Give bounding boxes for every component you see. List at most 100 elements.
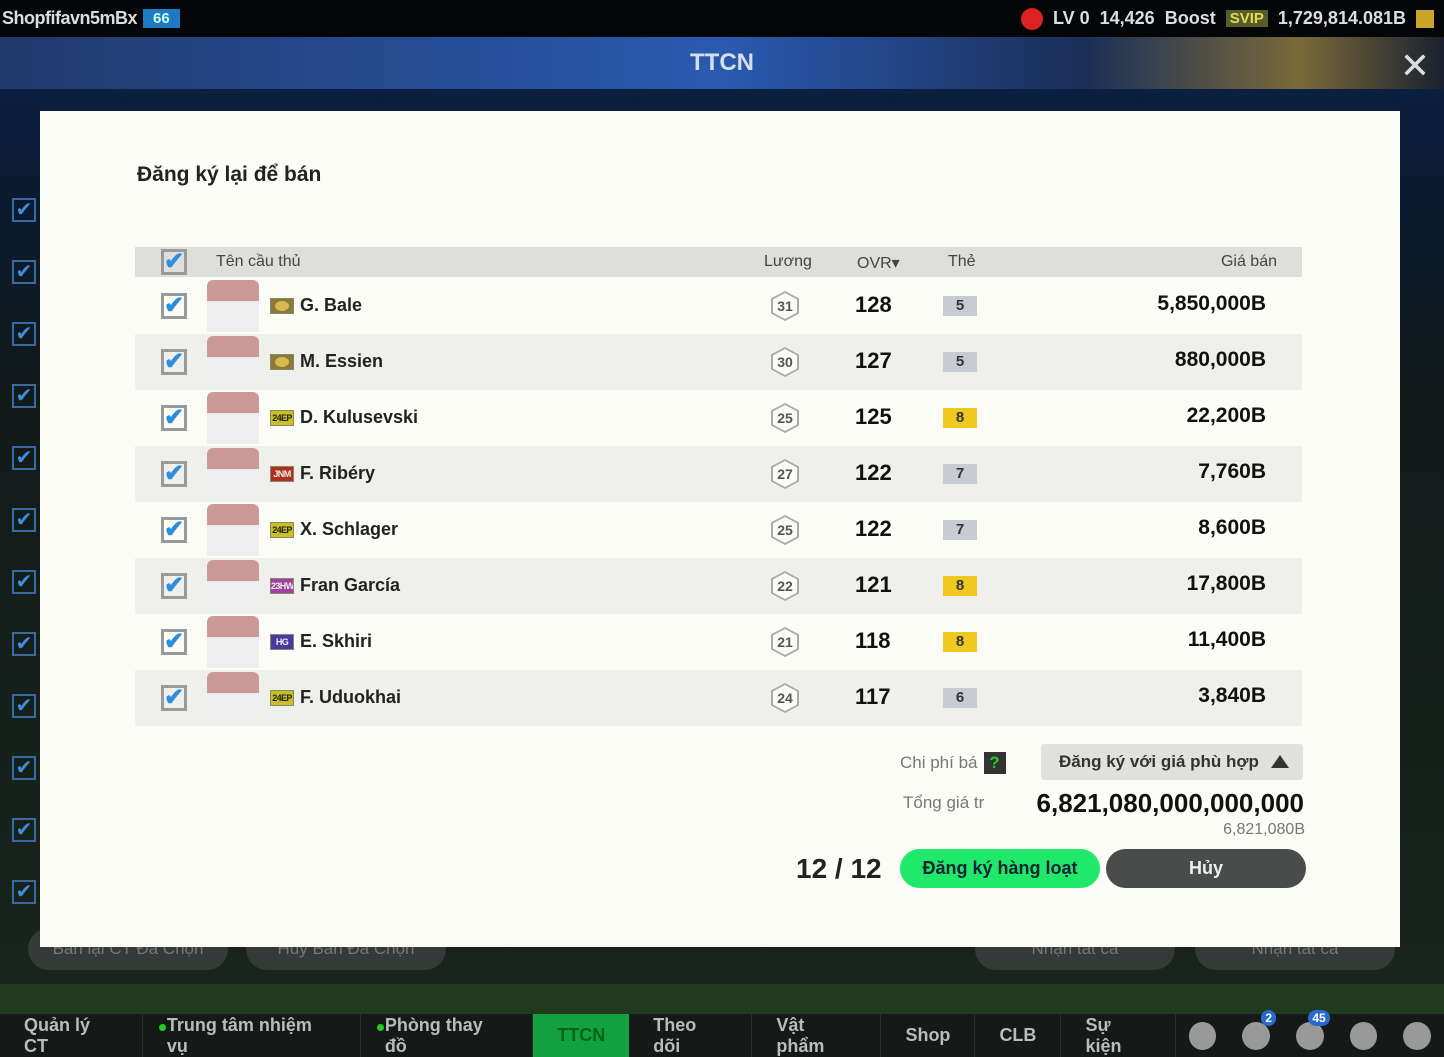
- salary-value: 25: [773, 517, 797, 543]
- settings-icon[interactable]: [1403, 1021, 1431, 1050]
- coin-icon: [1416, 9, 1434, 28]
- row-checkbox[interactable]: ✔: [161, 629, 187, 655]
- level-badge: 66: [143, 9, 180, 28]
- page-title: TTCN: [690, 49, 754, 76]
- nav-item[interactable]: TTCN: [533, 1014, 630, 1057]
- cancel-button[interactable]: Hủy: [1106, 849, 1306, 888]
- player-name[interactable]: G. Bale: [300, 295, 363, 315]
- bell-icon[interactable]: 45: [1296, 1009, 1330, 1050]
- level-up-icon[interactable]: 2: [1242, 1009, 1277, 1050]
- triangle-up-icon: [1271, 755, 1289, 768]
- nav-label: Trung tâm nhiệm vụ: [166, 1014, 312, 1056]
- dialog-title: Đăng ký lại để bán: [137, 163, 322, 186]
- background-checkbox: ✔: [12, 570, 36, 594]
- col-price: Giá bán: [1220, 253, 1277, 270]
- row-checkbox[interactable]: ✔: [161, 461, 187, 487]
- season-badge: 24EP: [270, 690, 294, 706]
- nav-label: Phòng thay đồ: [384, 1014, 483, 1056]
- player-photo: [207, 392, 259, 444]
- player-photo: [207, 336, 259, 388]
- icon-emblem: [275, 301, 289, 311]
- player-name[interactable]: D. Kulusevski: [300, 407, 419, 427]
- background-checkbox: ✔: [12, 818, 36, 842]
- table-row[interactable]: ✔ 24EP F. Uduokhai 24 117 6 3,840B: [135, 670, 1302, 726]
- background-checkbox: ✔: [12, 322, 36, 346]
- top-status-bar: Shopfifavn5mBx 66 LV 0 14,426 Boost SVIP…: [0, 0, 1444, 37]
- table-row[interactable]: ✔ M. Essien 30 127 5 880,000B: [135, 334, 1302, 390]
- player-name[interactable]: F. Ribéry: [300, 463, 376, 483]
- row-checkbox[interactable]: ✔: [161, 573, 187, 599]
- nav-item[interactable]: Phòng thay đồ: [361, 1014, 534, 1057]
- player-name[interactable]: Fran García: [300, 575, 401, 595]
- player-name[interactable]: E. Skhiri: [300, 631, 373, 651]
- total-label: Tổng giá tr: [903, 793, 985, 812]
- table-row[interactable]: ✔ JNM F. Ribéry 27 122 7 7,760B: [135, 446, 1302, 502]
- grass-strip: [0, 984, 1444, 1014]
- bottom-nav: Quản lý CT Trung tâm nhiệm vụ Phòng thay đ…: [0, 1009, 1444, 1057]
- ovr-value: 122: [855, 516, 892, 541]
- player-photo: [207, 448, 259, 500]
- player-name[interactable]: X. Schlager: [300, 519, 399, 539]
- nav-item[interactable]: CLB: [975, 1014, 1062, 1057]
- dropdown-value: Đăng ký với giá phù hợp: [1059, 752, 1259, 771]
- nav-item[interactable]: Theo dõi: [629, 1014, 753, 1057]
- salary-badge: 30: [771, 347, 799, 377]
- col-salary: Lương: [764, 253, 812, 270]
- salary-badge: 25: [771, 403, 799, 433]
- table-row[interactable]: ✔ HG E. Skhiri 21 118 8 11,400B: [135, 614, 1302, 670]
- notification-dot: [376, 1024, 384, 1031]
- bulk-register-button[interactable]: Đăng ký hàng loạt: [900, 849, 1100, 888]
- close-icon[interactable]: ✕: [1399, 45, 1430, 86]
- chat-icon[interactable]: [1188, 1021, 1217, 1050]
- count-badge: 2: [1261, 1009, 1277, 1026]
- season-badge: 24EP: [270, 410, 294, 426]
- background-checkbox: ✔: [12, 756, 36, 780]
- help-icon[interactable]: ?: [983, 752, 1006, 774]
- nav-item[interactable]: Quản lý CT: [0, 1014, 143, 1057]
- icon-season-badge: [270, 298, 294, 314]
- nav-item[interactable]: Vật phẩm: [752, 1014, 882, 1057]
- nav-item[interactable]: Sự kiện: [1061, 1014, 1176, 1057]
- salary-value: 24: [773, 685, 797, 711]
- season-badge: HG: [270, 634, 294, 650]
- player-name[interactable]: F. Uduokhai: [300, 687, 402, 707]
- background-checkbox: ✔: [12, 384, 36, 408]
- boost-label: Boost: [1164, 8, 1216, 28]
- price-value: 880,000B: [1174, 348, 1266, 371]
- row-checkbox[interactable]: ✔: [161, 349, 187, 375]
- count-badge: 45: [1308, 1009, 1330, 1026]
- nav-item[interactable]: Shop: [881, 1014, 976, 1057]
- nav-item[interactable]: Trung tâm nhiệm vụ: [143, 1014, 361, 1057]
- background-checkbox: ✔: [12, 880, 36, 904]
- background-checkbox: ✔: [12, 446, 36, 470]
- select-all-checkbox[interactable]: ✔: [161, 249, 187, 275]
- col-ovr[interactable]: OVR▾: [857, 255, 900, 272]
- grade-badge: 6: [943, 688, 977, 708]
- salary-value: 31: [773, 293, 797, 319]
- fee-label-wrap: Chi phí bá?: [900, 752, 1006, 774]
- player-name[interactable]: M. Essien: [300, 351, 384, 371]
- ovr-value: 128: [855, 292, 892, 317]
- table-row[interactable]: ✔ 24EP X. Schlager 25 122 7 8,600B: [135, 502, 1302, 558]
- salary-value: 27: [773, 461, 797, 487]
- background-checkbox: ✔: [12, 508, 36, 532]
- table-row[interactable]: ✔ G. Bale 31 128 5 5,850,000B: [135, 278, 1302, 334]
- table-row[interactable]: ✔ 23HW Fran García 22 121 8 17,800B: [135, 558, 1302, 614]
- table-row[interactable]: ✔ 24EP D. Kulusevski 25 125 8 22,200B: [135, 390, 1302, 446]
- row-checkbox[interactable]: ✔: [161, 405, 187, 431]
- season-badge: 23HW: [270, 578, 294, 594]
- row-checkbox[interactable]: ✔: [161, 685, 187, 711]
- row-checkbox[interactable]: ✔: [161, 517, 187, 543]
- player-photo: [207, 672, 259, 724]
- salary-badge: 24: [771, 683, 799, 713]
- price-value: 22,200B: [1186, 404, 1266, 427]
- salary-value: 25: [773, 405, 797, 431]
- row-checkbox[interactable]: ✔: [161, 293, 187, 319]
- profile-icon[interactable]: [1349, 1021, 1378, 1050]
- price-value: 17,800B: [1186, 572, 1266, 595]
- player-photo: [207, 616, 259, 668]
- mood-icon: [1020, 7, 1043, 30]
- price-mode-dropdown[interactable]: Đăng ký với giá phù hợp: [1041, 744, 1303, 780]
- price-value: 3,840B: [1198, 684, 1266, 707]
- price-value: 7,760B: [1198, 460, 1266, 483]
